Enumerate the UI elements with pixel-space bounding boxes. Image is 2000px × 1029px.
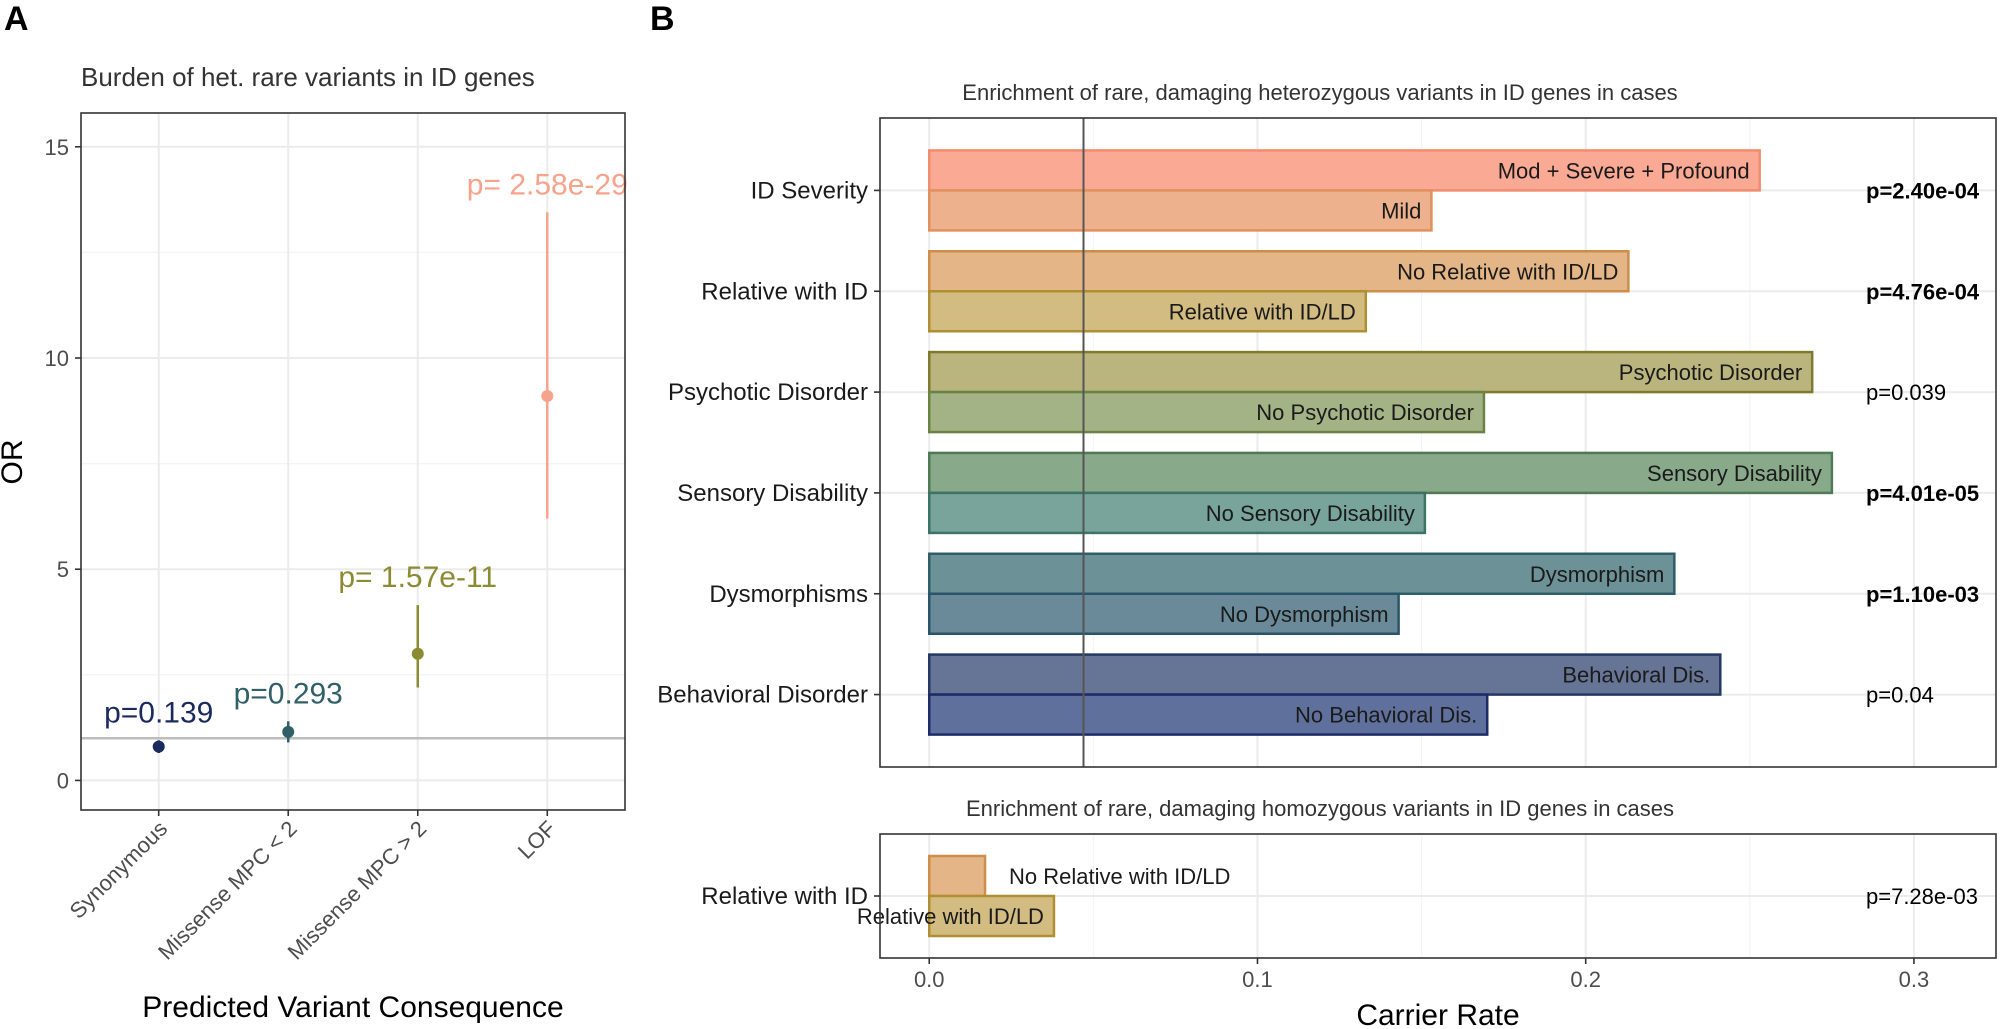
x-tick-label: 0.0 — [914, 967, 945, 992]
carrier-rate-bar — [927, 693, 1489, 736]
bar-label: No Sensory Disability — [1206, 501, 1415, 526]
carrier-rate-bar — [927, 189, 1433, 232]
carrier-rate-bar — [927, 149, 1761, 192]
x-tick-label: 0.3 — [1899, 967, 1930, 992]
carrier-rate-bar — [927, 390, 1486, 434]
bar-label: No Relative with ID/LD — [1009, 864, 1230, 889]
p-value-label: p=4.76e-04 — [1866, 279, 1980, 304]
carrier-rate-bar — [927, 290, 1368, 333]
y-tick-label: 0 — [57, 768, 69, 793]
het-panel-categories: ID Severity Relative with ID Psychotic Dis… — [657, 177, 880, 709]
panel-b-label: B — [650, 0, 675, 38]
p-value-label: p=0.293 — [234, 677, 343, 710]
bar-label: No Behavioral Dis. — [1295, 703, 1477, 728]
carrier-rate-bar — [927, 592, 1400, 635]
bar-label: Relative with ID/LD — [857, 904, 1044, 929]
panel-a-x-axis-title: Predicted Variant Consequence — [142, 991, 563, 1024]
het-panel-title: Enrichment of rare, damaging heterozygou… — [962, 80, 1677, 105]
p-value-label: p=0.039 — [1866, 380, 1946, 405]
panel-a-marks: p=0.139 p=0.293 p= 1.57e-11 p= 2.58e-29 — [81, 168, 628, 753]
category-label: ID Severity — [751, 177, 868, 204]
y-tick-label: 5 — [57, 557, 69, 582]
bar-label: Mild — [1381, 198, 1421, 223]
p-value-label: p=0.04 — [1866, 683, 1934, 708]
carrier-rate-bar — [927, 350, 1814, 394]
bar-label: No Dysmorphism — [1220, 602, 1389, 627]
y-tick-label: 15 — [45, 135, 69, 160]
x-tick-label: 0.1 — [1242, 967, 1273, 992]
carrier-rate-bar — [927, 552, 1676, 595]
panel-b-x-ticks: 0.0 0.1 0.2 0.3 — [914, 958, 1929, 992]
het-panel-p-values: p=2.40e-04 p=4.76e-04 p=0.039 p=4.01e-05 p=1… — [1866, 178, 1980, 707]
carrier-rate-bar — [927, 653, 1722, 696]
y-tick-label: 10 — [45, 346, 69, 371]
category-label: Psychotic Disorder — [668, 379, 868, 406]
category-label: Dysmorphisms — [709, 581, 868, 608]
p-value-label: p=4.01e-05 — [1866, 481, 1979, 506]
category-label: Behavioral Disorder — [657, 682, 868, 709]
carrier-rate-bar — [927, 854, 987, 898]
panel-a-label: A — [4, 0, 29, 38]
p-value-label: p=0.139 — [104, 696, 213, 729]
hom-panel-categories: Relative with ID — [701, 883, 880, 910]
odds-ratio-point — [152, 740, 165, 753]
category-label: Sensory Disability — [677, 480, 868, 507]
panel-a-y-ticks: 0 5 10 15 — [45, 135, 81, 793]
hom-panel-p-values: p=7.28e-03 — [1866, 884, 1978, 909]
category-label: Relative with ID — [701, 278, 868, 305]
x-tick-label: 0.2 — [1570, 967, 1601, 992]
category-label: Relative with ID — [701, 883, 868, 910]
p-value-label: p=7.28e-03 — [1866, 884, 1978, 909]
bar-label: Dysmorphism — [1530, 562, 1664, 587]
odds-ratio-point — [282, 725, 295, 738]
hom-panel-bars: No Relative with ID/LD Relative with ID/L… — [857, 854, 1230, 938]
bar-label: Behavioral Dis. — [1562, 663, 1710, 688]
panel-a-title: Burden of het. rare variants in ID genes — [81, 62, 535, 92]
carrier-rate-bar — [927, 894, 1056, 938]
panel-a-frame — [80, 112, 626, 811]
panel-b-x-axis-title: Carrier Rate — [1356, 999, 1519, 1029]
panel-a-y-axis-title: OR — [0, 440, 29, 485]
p-value-label: p=1.10e-03 — [1866, 582, 1979, 607]
p-value-label: p= 1.57e-11 — [338, 561, 497, 594]
carrier-rate-bar — [927, 491, 1427, 535]
bar-label: No Psychotic Disorder — [1256, 400, 1474, 425]
bar-label: Sensory Disability — [1647, 461, 1822, 486]
het-panel-frame — [879, 117, 1997, 768]
odds-ratio-point — [541, 390, 554, 403]
bar-label: Relative with ID/LD — [1169, 299, 1356, 324]
bar-label: Psychotic Disorder — [1619, 360, 1802, 385]
carrier-rate-bar — [927, 250, 1630, 293]
p-value-label: p= 2.58e-29 — [467, 168, 628, 201]
p-value-label: p=2.40e-04 — [1866, 178, 1980, 203]
bar-label: Mod + Severe + Profound — [1498, 158, 1750, 183]
bar-label: No Relative with ID/LD — [1397, 259, 1618, 284]
odds-ratio-point — [411, 647, 424, 660]
hom-panel-title: Enrichment of rare, damaging homozygous … — [966, 796, 1674, 821]
het-panel-bars: Mod + Severe + Profound Mild No Relative w… — [927, 118, 1834, 767]
